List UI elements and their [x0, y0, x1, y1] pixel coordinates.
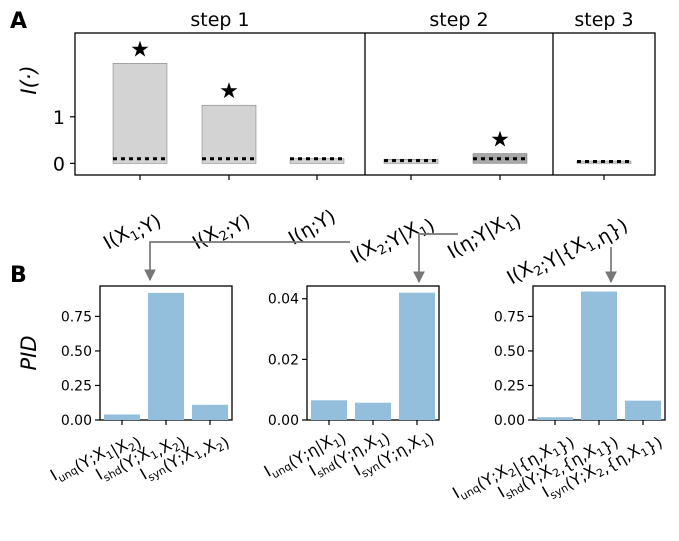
- bar: [103, 414, 141, 420]
- step-title: step 1: [190, 9, 249, 31]
- bar: [354, 402, 392, 420]
- significance-star: ★: [490, 128, 510, 153]
- y-tick-label: 0.25: [494, 378, 525, 394]
- x-tick-label: I(X2;Y|X1): [347, 205, 439, 277]
- y-tick-label: 0.04: [268, 292, 299, 308]
- y-tick-label: 0: [53, 153, 65, 175]
- significance-star: ★: [130, 37, 150, 62]
- bar: [147, 292, 185, 420]
- x-tick-label: I(X1;Y): [100, 205, 165, 259]
- bar: [398, 292, 436, 420]
- y-tick-label: 0.00: [494, 413, 525, 429]
- bar: [624, 400, 662, 420]
- panel-a-chart: step 1 step 2 step 3 0 1 I(·) ★ ★ ★ I(X1;Y) I(X2;Y…: [17, 9, 656, 298]
- y-tick-label: 0.00: [61, 413, 92, 429]
- panel-b2-chart: 0.000.020.04Iunq(Y;η|X1)Ishd(Y;η,X1)Isyn…: [261, 285, 440, 481]
- significance-star: ★: [219, 79, 239, 104]
- bar: [191, 404, 229, 420]
- y-axis-label: PID: [17, 335, 41, 370]
- y-tick-label: 0.50: [494, 344, 525, 360]
- x-tick-label: I(X2;Y): [189, 205, 254, 259]
- bar: [580, 291, 618, 420]
- y-tick-label: 0.75: [494, 309, 525, 325]
- bar: [201, 104, 257, 164]
- bar: [112, 63, 168, 164]
- connector-arrows: [144, 233, 617, 284]
- y-tick-label: 0.25: [61, 378, 92, 394]
- x-tick-label: I(X2;Y|{X1,η}): [503, 205, 632, 298]
- y-tick-label: 0.50: [61, 344, 92, 360]
- y-axis-label: I(·): [17, 65, 41, 94]
- bar: [536, 417, 574, 420]
- y-tick-label: 0.00: [268, 413, 299, 429]
- x-tick-label: I(η;Y|X1): [444, 205, 525, 268]
- y-tick-label: 1: [53, 107, 65, 129]
- arrow-to-b2: [413, 233, 458, 284]
- panel-label-b: B: [10, 263, 27, 288]
- bar: [310, 400, 348, 420]
- x-tick-label: I(η;Y): [285, 205, 340, 249]
- panel-b3-chart: 0.000.250.500.75Iunq(Y;X2|{η,X1})Ishd(Y;…: [449, 285, 666, 503]
- arrow-to-b1: [144, 241, 350, 282]
- y-tick-label: 0.02: [268, 352, 299, 368]
- panel-label-a: A: [10, 9, 27, 34]
- panel-b1-chart: 0.000.250.500.75PIDIunq(Y;X1|X2)Ishd(Y;X…: [17, 285, 233, 485]
- step-title: step 3: [574, 9, 633, 31]
- step-title: step 2: [429, 9, 488, 31]
- y-tick-label: 0.75: [61, 309, 92, 325]
